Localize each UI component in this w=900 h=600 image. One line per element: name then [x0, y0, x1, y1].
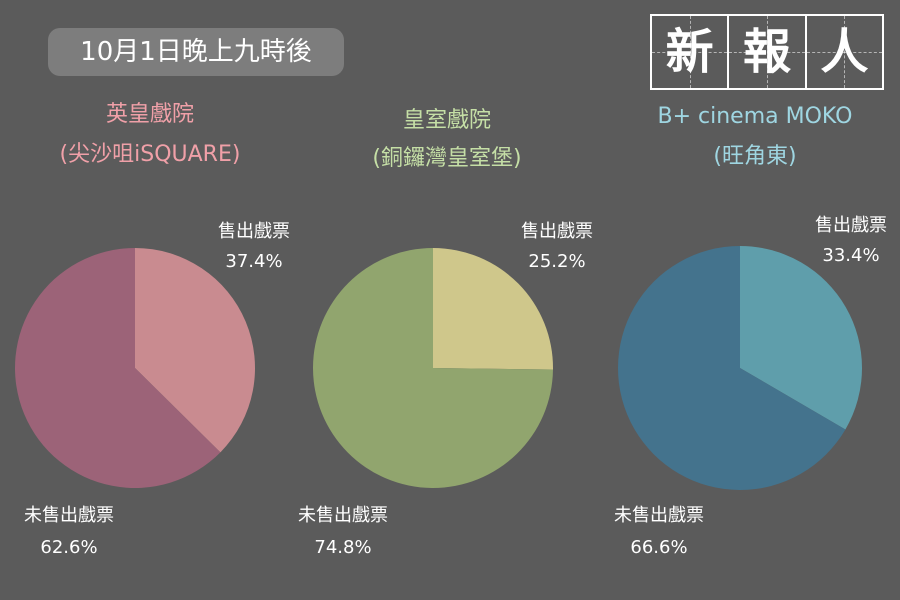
date-badge: 10月1日晚上九時後: [48, 28, 344, 76]
chart-1-sold-value: 37.4%: [225, 251, 283, 272]
chart-3-title: B+ cinema MOKO: [657, 104, 853, 129]
chart-3-subtitle: (旺角東): [713, 144, 797, 169]
chart-1-unsold-label: 未售出戲票: [24, 505, 114, 526]
chart-1-title: 英皇戲院: [105, 102, 194, 127]
chart-3-unsold-label: 未售出戲票: [614, 505, 704, 526]
chart-2-sold-value: 25.2%: [528, 251, 586, 272]
chart-1-unsold-value: 62.6%: [40, 537, 98, 558]
chart-2-unsold-label: 未售出戲票: [298, 505, 388, 526]
logo-char: 報: [742, 24, 791, 80]
chart-1-slice-sold: [135, 248, 256, 453]
chart-2-subtitle: (銅鑼灣皇室堡): [372, 146, 522, 171]
chart-3-unsold-value: 66.6%: [630, 537, 688, 558]
chart-2-title: 皇室戲院: [402, 108, 491, 133]
chart-1-slice-unsold: [15, 248, 221, 488]
chart-3-sold-value: 33.4%: [822, 245, 880, 266]
logo-char: 人: [820, 24, 869, 80]
chart-3-sold-label: 售出戲票: [815, 215, 887, 236]
chart-1-sold-label: 售出戲票: [218, 221, 290, 242]
chart-2-slice-unsold: [313, 248, 553, 489]
logo-char: 新: [665, 24, 714, 80]
chart-2-sold-label: 售出戲票: [521, 221, 593, 242]
publisher-logo: 新 報 人: [650, 14, 884, 90]
chart-2-unsold-value: 74.8%: [314, 537, 372, 558]
chart-3-slice-sold: [740, 246, 862, 430]
logo-cell: 新: [652, 16, 730, 88]
logo-cell: 報: [729, 16, 807, 88]
chart-2-slice-sold: [433, 248, 553, 370]
chart-1-subtitle: (尖沙咀iSQUARE): [59, 142, 241, 167]
logo-cell: 人: [806, 16, 883, 88]
chart-3-slice-unsold: [617, 246, 846, 491]
